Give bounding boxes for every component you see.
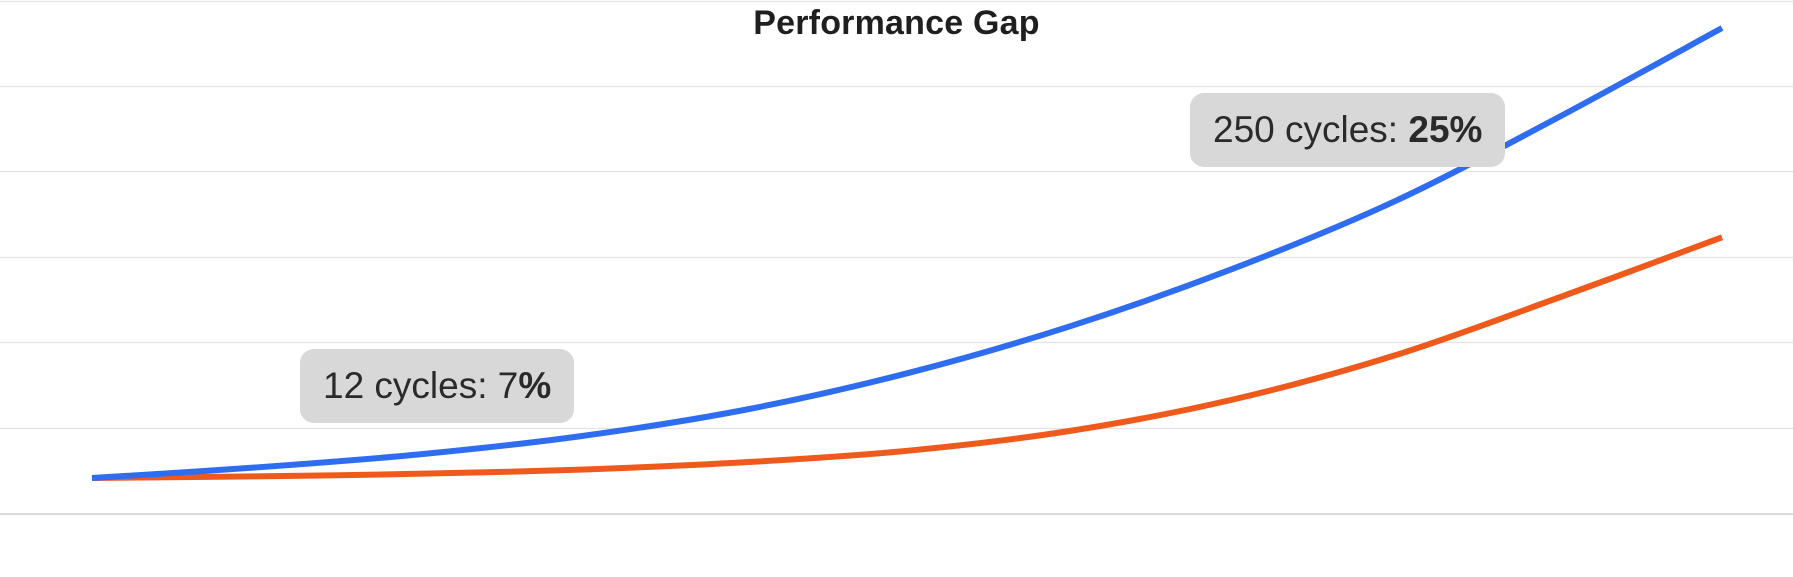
chart-title: Performance Gap [753, 4, 1040, 42]
series-line-1 [91, 234, 1724, 481]
annotation-text: 12 cycles: 7 [323, 365, 519, 406]
annotation-12-cycles: 12 cycles: 7% [300, 349, 575, 423]
annotation-250-cycles: 250 cycles: 25% [1190, 93, 1506, 167]
annotation-value: % [518, 365, 552, 406]
series-lines [91, 25, 1724, 481]
annotation-value: 25% [1408, 109, 1483, 150]
gridlines [0, 0, 1793, 515]
annotation-text: 250 cycles: [1213, 109, 1409, 150]
series-line-0 [91, 25, 1724, 481]
